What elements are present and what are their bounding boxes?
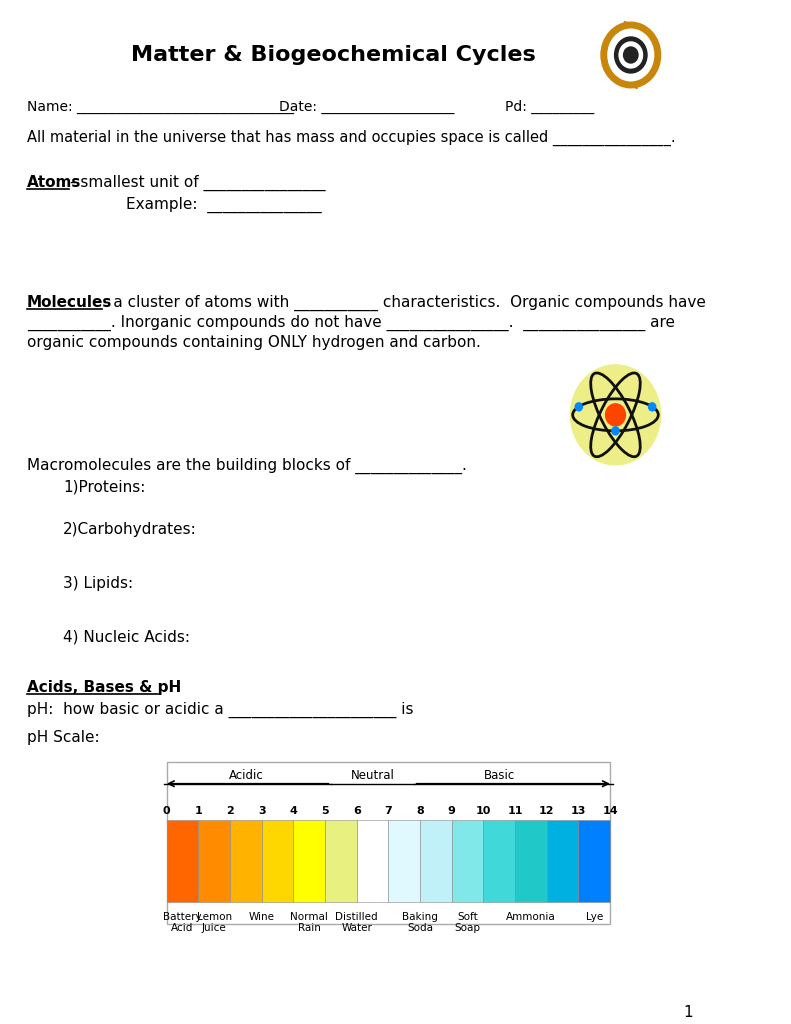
Text: 2)Carbohydrates:: 2)Carbohydrates: — [63, 522, 197, 537]
Circle shape — [619, 42, 642, 68]
Text: 3: 3 — [258, 806, 266, 816]
Bar — [167, 819, 199, 902]
Text: Atoms: Atoms — [27, 175, 81, 189]
Text: Neutral: Neutral — [350, 769, 395, 781]
Text: Acidic: Acidic — [229, 769, 263, 781]
Text: pH:  how basic or acidic a ______________________ is: pH: how basic or acidic a ______________… — [27, 701, 414, 718]
Text: Example:  _______________: Example: _______________ — [126, 197, 322, 213]
Text: 1: 1 — [195, 806, 202, 816]
Text: Soap: Soap — [455, 923, 481, 933]
Text: 9: 9 — [448, 806, 456, 816]
Text: Pd: _________: Pd: _________ — [505, 100, 594, 114]
Ellipse shape — [570, 365, 660, 465]
Text: Soft: Soft — [457, 911, 478, 922]
Text: Rain: Rain — [297, 923, 320, 933]
Text: Distilled: Distilled — [335, 911, 378, 922]
Text: Molecules: Molecules — [27, 295, 112, 310]
Text: ___________. Inorganic compounds do not have ________________.  ________________: ___________. Inorganic compounds do not … — [27, 315, 675, 331]
Text: 5: 5 — [321, 806, 329, 816]
Text: - a cluster of atoms with ___________ characteristics.  Organic compounds have: - a cluster of atoms with ___________ ch… — [103, 295, 706, 311]
Text: Date: ___________________: Date: ___________________ — [279, 100, 455, 114]
Bar — [262, 819, 293, 902]
Text: Ammonia: Ammonia — [506, 911, 556, 922]
Bar — [388, 819, 420, 902]
Circle shape — [649, 402, 656, 411]
Text: Acids, Bases & pH: Acids, Bases & pH — [27, 680, 181, 694]
Bar — [199, 819, 230, 902]
Text: Matter & Biogeochemical Cycles: Matter & Biogeochemical Cycles — [131, 45, 536, 65]
Text: 6: 6 — [353, 806, 361, 816]
Bar — [167, 762, 610, 924]
Text: Lemon: Lemon — [197, 911, 232, 922]
Circle shape — [606, 403, 626, 426]
Text: Name: _______________________________: Name: _______________________________ — [27, 100, 294, 114]
Text: Lye: Lye — [585, 911, 603, 922]
Text: 1)Proteins:: 1)Proteins: — [63, 480, 146, 495]
Text: 14: 14 — [602, 806, 618, 816]
Bar — [547, 819, 578, 902]
Circle shape — [615, 37, 647, 73]
Text: 4: 4 — [290, 806, 297, 816]
Circle shape — [575, 402, 582, 411]
Text: Acid: Acid — [172, 923, 194, 933]
Text: Juice: Juice — [202, 923, 226, 933]
Bar — [420, 819, 452, 902]
Text: pH Scale:: pH Scale: — [27, 730, 100, 744]
Bar — [515, 819, 547, 902]
Text: All material in the universe that has mass and occupies space is called ________: All material in the universe that has ma… — [27, 130, 676, 146]
Bar — [452, 819, 483, 902]
Text: 7: 7 — [384, 806, 392, 816]
Bar — [483, 819, 515, 902]
Text: 1: 1 — [683, 1005, 693, 1020]
Text: - smallest unit of ________________: - smallest unit of ________________ — [70, 175, 326, 191]
Text: 8: 8 — [416, 806, 424, 816]
Text: Macromolecules are the building blocks of ______________.: Macromolecules are the building blocks o… — [27, 458, 467, 474]
Bar — [357, 819, 388, 902]
Bar — [230, 819, 262, 902]
Text: Battery: Battery — [163, 911, 202, 922]
Text: 4) Nucleic Acids:: 4) Nucleic Acids: — [63, 630, 190, 645]
Circle shape — [623, 47, 638, 63]
Text: Basic: Basic — [483, 769, 515, 781]
Text: 13: 13 — [571, 806, 586, 816]
Bar — [293, 819, 325, 902]
Text: Wine: Wine — [248, 911, 274, 922]
Text: 3) Lipids:: 3) Lipids: — [63, 575, 133, 591]
Text: 12: 12 — [539, 806, 554, 816]
Text: organic compounds containing ONLY hydrogen and carbon.: organic compounds containing ONLY hydrog… — [27, 335, 481, 350]
Text: Normal: Normal — [290, 911, 328, 922]
Circle shape — [612, 427, 619, 435]
Text: 11: 11 — [507, 806, 523, 816]
Text: Soda: Soda — [407, 923, 433, 933]
Text: Water: Water — [341, 923, 372, 933]
Text: Baking: Baking — [402, 911, 438, 922]
Text: 2: 2 — [226, 806, 234, 816]
Text: 0: 0 — [163, 806, 171, 816]
Bar — [578, 819, 610, 902]
Text: 10: 10 — [475, 806, 491, 816]
Bar — [325, 819, 357, 902]
